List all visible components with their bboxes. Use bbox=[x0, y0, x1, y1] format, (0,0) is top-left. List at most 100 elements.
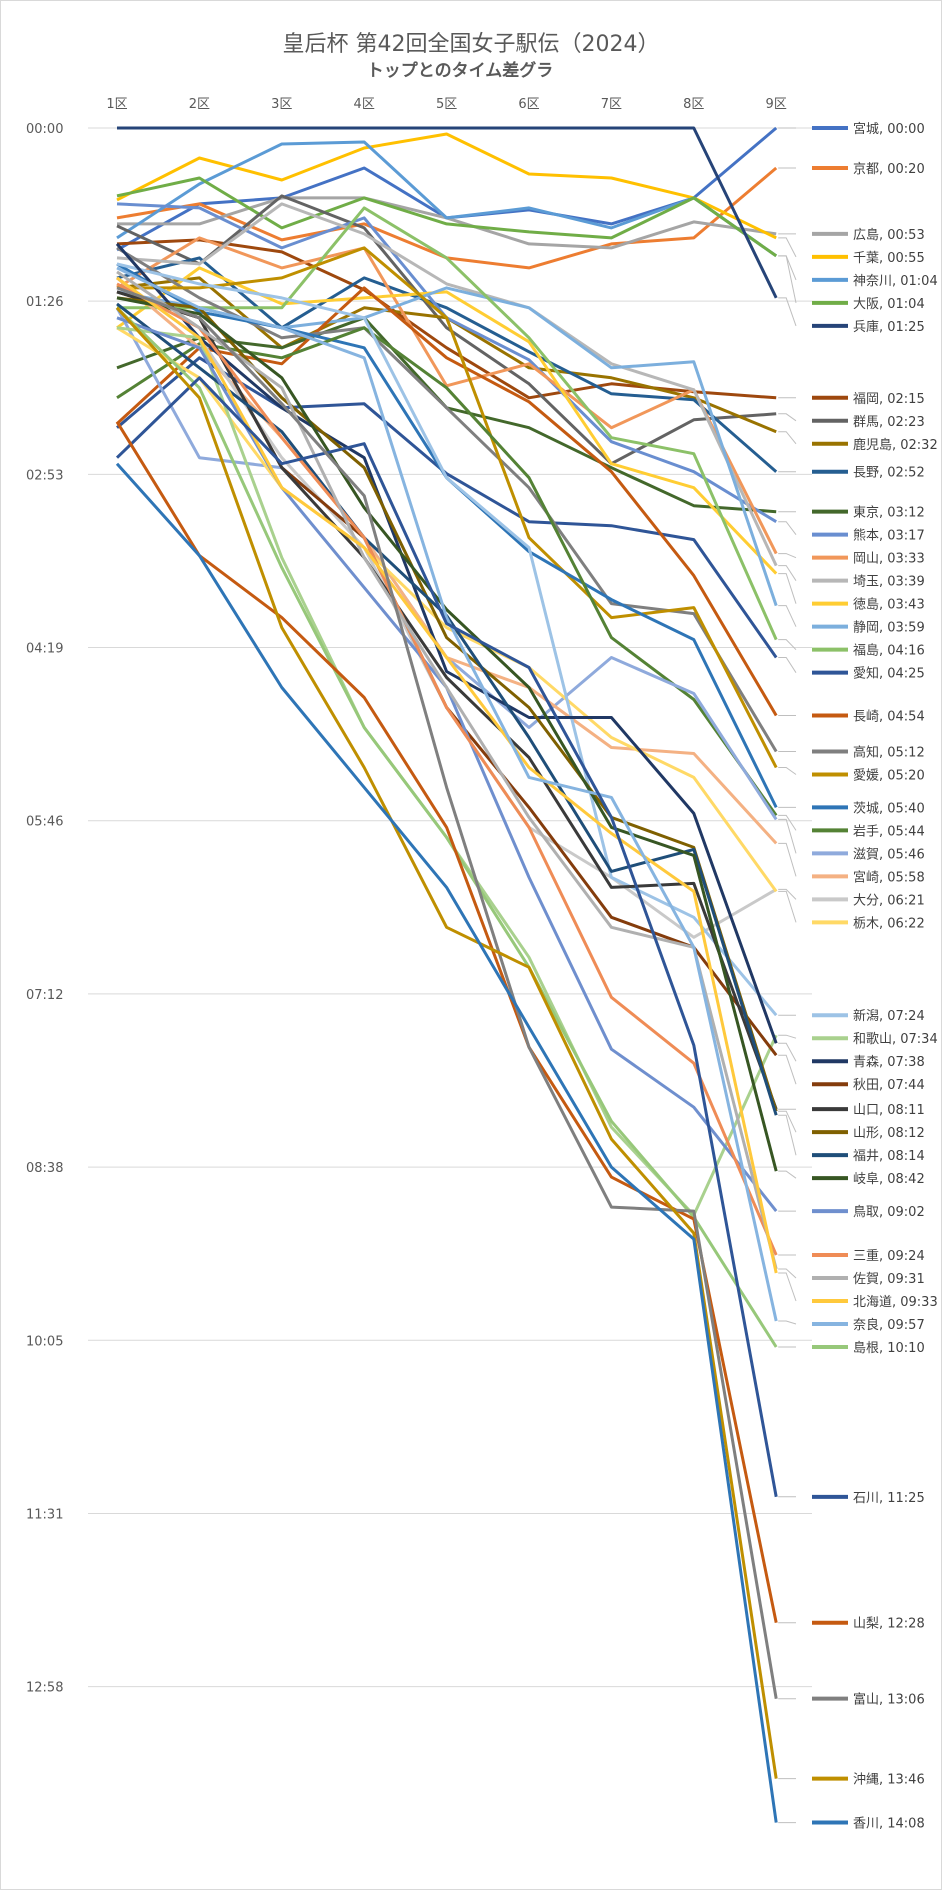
series-label: 大阪, 01:04 bbox=[853, 297, 925, 312]
label-leader bbox=[778, 1268, 797, 1279]
y-tick-label: 01:26 bbox=[26, 295, 63, 310]
series-label: 石川, 11:25 bbox=[853, 1491, 925, 1506]
series-labels: 宮城, 00:00 京都, 00:20 広島, 00:53 千葉, 00:55 神奈川,… bbox=[778, 121, 938, 1832]
series-label: 新潟, 07:24 bbox=[853, 1008, 925, 1024]
label-leader bbox=[778, 1054, 797, 1085]
series-label: 島根, 10:10 bbox=[853, 1341, 925, 1356]
series-line bbox=[117, 126, 778, 299]
chart-subtitle: トップとのタイム差グラ bbox=[366, 61, 554, 81]
series-label: 茨城, 05:40 bbox=[853, 801, 925, 816]
series-label: 兵庫, 01:25 bbox=[853, 320, 925, 335]
series-line bbox=[116, 266, 778, 1322]
series-line bbox=[116, 286, 778, 1699]
label-leader bbox=[778, 1042, 797, 1062]
series-label: 北海道, 09:33 bbox=[853, 1295, 938, 1310]
label-leader bbox=[778, 521, 797, 536]
series-label: 佐賀, 09:31 bbox=[853, 1272, 925, 1287]
label-leader bbox=[778, 413, 797, 422]
series-line bbox=[115, 306, 778, 1348]
series-line bbox=[116, 202, 778, 567]
y-tick-label: 11:31 bbox=[26, 1507, 63, 1522]
chart-title: 皇后杯 第42回全国女子駅伝（2024） bbox=[282, 32, 660, 57]
series-line bbox=[116, 356, 778, 659]
y-tick-label: 02:53 bbox=[26, 468, 63, 483]
series-label: 長野, 02:52 bbox=[853, 466, 925, 481]
label-leader bbox=[778, 605, 797, 627]
series-label: 千葉, 00:55 bbox=[853, 251, 925, 266]
label-leader bbox=[778, 297, 797, 327]
series-label: 山形, 08:12 bbox=[853, 1126, 925, 1141]
label-leader bbox=[778, 842, 797, 877]
series-label: 京都, 00:20 bbox=[853, 162, 925, 177]
label-leader bbox=[778, 1114, 797, 1156]
y-tick-label: 00:00 bbox=[26, 122, 63, 137]
series-line bbox=[116, 290, 778, 1110]
x-tick-label: 6区 bbox=[518, 97, 539, 112]
series-line bbox=[115, 306, 778, 1779]
series-line bbox=[116, 194, 777, 466]
label-leader bbox=[778, 1272, 797, 1302]
series-label: 熊本, 03:17 bbox=[853, 528, 925, 544]
series-label: 岩手, 05:44 bbox=[853, 824, 925, 839]
label-leader bbox=[778, 255, 797, 304]
label-leader bbox=[778, 818, 797, 854]
series-label: 東京, 03:12 bbox=[853, 505, 925, 521]
series-label: 宮崎, 05:58 bbox=[853, 869, 925, 885]
x-tick-label: 4区 bbox=[354, 97, 375, 112]
label-leader bbox=[778, 890, 797, 923]
x-axis-ticks: 1区 2区 3区 4区 5区 6区 7区 8区 9区 bbox=[106, 97, 786, 112]
series-line bbox=[116, 296, 778, 1172]
series-label: 奈良, 09:57 bbox=[853, 1317, 925, 1333]
series-label: 福島, 04:16 bbox=[853, 644, 925, 659]
series-label: 神奈川, 01:04 bbox=[853, 274, 938, 289]
series-label: 愛媛, 05:20 bbox=[853, 768, 925, 783]
series-label: 高知, 05:12 bbox=[853, 744, 925, 760]
series-line bbox=[115, 242, 778, 1044]
series-label: 徳島, 03:43 bbox=[853, 598, 925, 613]
x-tick-label: 9区 bbox=[766, 97, 787, 112]
label-leader bbox=[778, 814, 797, 831]
series-line bbox=[116, 132, 777, 240]
label-leader bbox=[778, 431, 797, 445]
series-label: 和歌山, 07:34 bbox=[853, 1032, 938, 1047]
label-leader bbox=[778, 1320, 797, 1325]
series-line bbox=[116, 176, 778, 258]
label-leader bbox=[778, 657, 797, 673]
series-label: 秋田, 07:44 bbox=[853, 1078, 925, 1093]
label-leader bbox=[778, 1110, 797, 1133]
series-label: 青森, 07:38 bbox=[853, 1055, 925, 1070]
x-tick-label: 3区 bbox=[271, 97, 292, 112]
series-label: 広島, 00:53 bbox=[853, 228, 925, 243]
label-leader bbox=[778, 1170, 797, 1179]
series-label: 沖縄, 13:46 bbox=[853, 1773, 925, 1788]
series-label: 鹿児島, 02:32 bbox=[853, 437, 938, 453]
series-label: 長崎, 04:54 bbox=[853, 710, 925, 725]
series-label: 静岡, 03:59 bbox=[853, 621, 925, 636]
y-tick-label: 10:05 bbox=[26, 1334, 63, 1349]
series-line bbox=[115, 286, 778, 717]
series-label: 滋賀, 05:46 bbox=[853, 847, 925, 862]
series-label: 愛知, 04:25 bbox=[853, 666, 925, 682]
x-tick-label: 8区 bbox=[683, 97, 704, 112]
y-tick-label: 07:12 bbox=[26, 988, 63, 1003]
y-tick-label: 08:38 bbox=[26, 1161, 63, 1176]
y-tick-label: 12:58 bbox=[26, 1681, 63, 1696]
series-line bbox=[116, 282, 778, 1256]
series-label: 群馬, 02:23 bbox=[853, 415, 925, 430]
label-leader bbox=[778, 639, 797, 651]
label-leader bbox=[778, 565, 797, 581]
series-line bbox=[115, 462, 778, 1823]
series-label: 栃木, 06:22 bbox=[853, 916, 925, 931]
series-line bbox=[116, 266, 778, 575]
y-tick-label: 05:46 bbox=[26, 815, 63, 830]
series-label: 香川, 14:08 bbox=[853, 1817, 925, 1832]
x-tick-label: 7区 bbox=[601, 97, 622, 112]
x-tick-label: 5区 bbox=[436, 97, 457, 112]
x-tick-label: 2区 bbox=[189, 97, 210, 112]
series-label: 富山, 13:06 bbox=[853, 1692, 925, 1708]
series-line bbox=[116, 276, 778, 1274]
series-label: 鳥取, 09:02 bbox=[853, 1205, 925, 1220]
label-leader bbox=[778, 553, 797, 559]
series-line bbox=[116, 140, 778, 258]
